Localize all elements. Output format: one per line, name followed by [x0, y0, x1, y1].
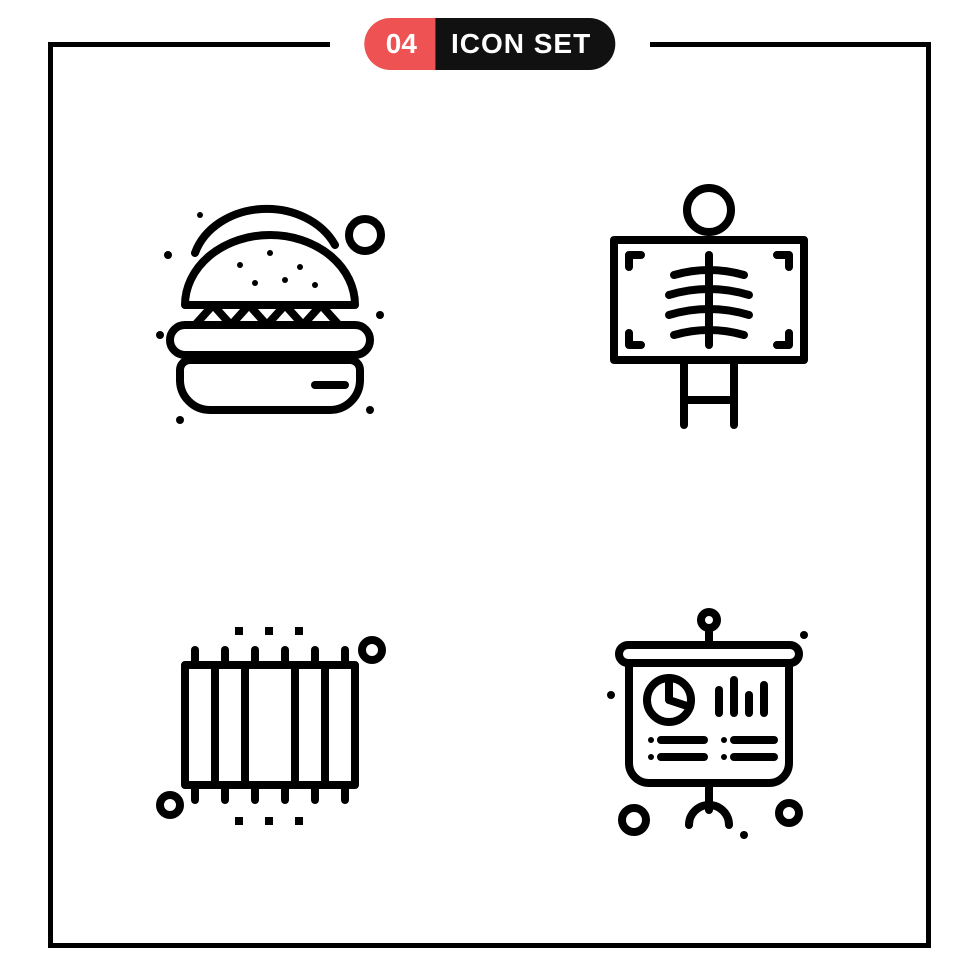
burger-icon	[140, 175, 400, 435]
badge-label: ICON SET	[435, 18, 615, 70]
xray-icon	[579, 175, 839, 435]
rug-icon	[140, 595, 400, 855]
title-badge: 04 ICON SET	[364, 18, 615, 70]
icon-grid	[110, 140, 869, 890]
badge-number: 04	[364, 18, 435, 70]
presentation-chart-icon	[579, 595, 839, 855]
